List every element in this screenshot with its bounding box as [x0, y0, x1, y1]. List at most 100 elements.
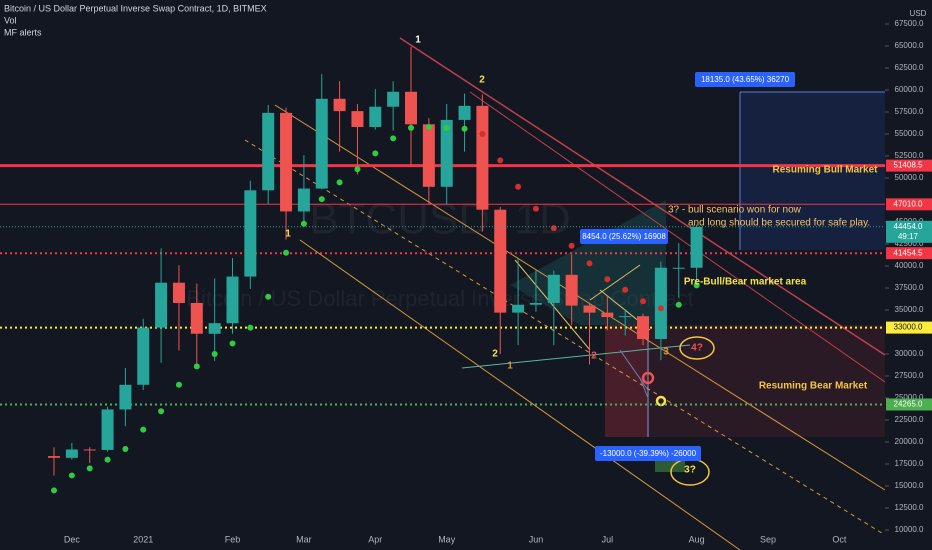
candle-body — [262, 112, 275, 191]
level-label: 51408.5 — [894, 161, 923, 170]
ma-dot — [657, 305, 664, 312]
candle-body — [48, 456, 60, 458]
candle-body — [672, 267, 685, 269]
ma-dot — [247, 324, 254, 331]
ma-dot — [68, 472, 75, 479]
ma-dot — [675, 301, 682, 308]
candle-body — [244, 190, 257, 277]
ma-dot — [193, 363, 200, 370]
ma-dot — [158, 408, 165, 415]
x-tick-label: Feb — [225, 534, 241, 544]
x-tick-label: Oct — [832, 534, 847, 544]
ma-dot — [568, 242, 575, 249]
ma-dot — [586, 260, 593, 267]
candle-body — [547, 274, 560, 303]
chart-title: Bitcoin / US Dollar Perpetual Inverse Sw… — [4, 3, 267, 13]
candle-body — [422, 124, 435, 187]
y-tick-label: 12500.0 — [895, 503, 924, 512]
candle-body — [387, 91, 400, 107]
ma-dot — [336, 179, 343, 186]
y-tick-label: 30000.0 — [895, 349, 924, 358]
measure-label: -13000.0 (-39.39%) -26000 — [600, 449, 697, 458]
y-tick-label: 65000.0 — [895, 41, 924, 50]
ma-dot — [640, 298, 647, 305]
x-tick-label: May — [438, 534, 456, 544]
price-axis — [885, 0, 932, 550]
ma-dot — [283, 249, 290, 256]
wave-label: 3? — [684, 465, 696, 476]
candle-body — [190, 302, 203, 334]
candle-body — [172, 282, 185, 303]
candle-body — [565, 274, 578, 306]
channel-line — [244, 139, 886, 536]
y-tick-label: 25000.0 — [895, 393, 924, 402]
ma-dot — [425, 123, 432, 130]
level-label-box — [886, 198, 932, 211]
trend-line — [399, 37, 886, 356]
annotation: Resuming Bear Market — [759, 381, 868, 392]
ma-dot — [51, 487, 57, 494]
last-price-box — [886, 220, 932, 243]
ma-dot — [300, 220, 307, 227]
level-label: 47010.0 — [894, 199, 923, 208]
wave-label: 2 — [492, 349, 498, 360]
x-tick-label: Jul — [602, 534, 614, 544]
channel-line — [274, 104, 886, 491]
measure-box — [605, 325, 647, 437]
channel-line — [299, 239, 741, 550]
y-tick-label: 62500.0 — [895, 63, 924, 72]
circle-mark — [679, 336, 715, 360]
level-label-box — [886, 398, 932, 411]
ma-dot — [443, 124, 450, 131]
measure-label-box — [580, 229, 668, 244]
candle-body — [405, 91, 417, 125]
x-tick-label: Mar — [296, 534, 312, 544]
trend-line — [469, 91, 886, 383]
x-tick-label: Jun — [529, 534, 544, 544]
ma-dot — [122, 446, 129, 453]
arrow — [619, 349, 649, 391]
highlight — [655, 460, 685, 472]
x-tick-label: 2021 — [133, 534, 153, 544]
candle-body — [315, 98, 328, 189]
ma-dot — [693, 282, 700, 289]
candle-body — [440, 119, 453, 187]
wave-label: 1 — [285, 229, 291, 240]
y-tick-label: 40000.0 — [895, 261, 924, 270]
candle-body — [601, 312, 614, 318]
candle-body — [512, 304, 525, 313]
candle-body — [529, 302, 542, 305]
candle-body — [690, 226, 703, 268]
measure-box — [740, 92, 885, 250]
watermark: BTCUSD, 1D — [309, 195, 571, 244]
fib-line — [589, 264, 641, 301]
candle-body — [333, 98, 346, 112]
measure-label: 18135.0 (43.65%) 36270 — [701, 75, 790, 84]
level-label: 24265.0 — [894, 400, 923, 409]
y-tick-label: 10000.0 — [895, 525, 924, 534]
candle-body — [351, 111, 364, 127]
y-tick-label: 37500.0 — [895, 283, 924, 292]
fib-line — [514, 259, 591, 351]
candle-body — [119, 384, 132, 410]
watermark: Bitcoin / US Dollar Perpetual Inverse Sw… — [186, 286, 693, 311]
candle-body — [583, 305, 596, 313]
x-tick-label: Aug — [689, 534, 705, 544]
level-label: 33000.0 — [894, 323, 923, 332]
annotation: 3? - bull scenario won for now — [668, 205, 802, 216]
wave-label: 1 — [415, 35, 421, 46]
x-tick-label: Apr — [368, 534, 382, 544]
level-label-box — [886, 321, 932, 334]
y-tick-label: 35000.0 — [895, 305, 924, 314]
y-tick-label: 22500.0 — [895, 415, 924, 424]
y-tick-label: 52500.0 — [895, 151, 924, 160]
wave-label: 1 — [507, 361, 513, 372]
candle-body — [137, 327, 150, 385]
ma-dot — [265, 293, 272, 300]
candle-body — [155, 282, 168, 328]
ma-dot — [550, 225, 557, 232]
level-label-box — [886, 159, 932, 172]
candle-body — [637, 316, 650, 340]
last-price-label: 44454.0 — [894, 222, 923, 231]
